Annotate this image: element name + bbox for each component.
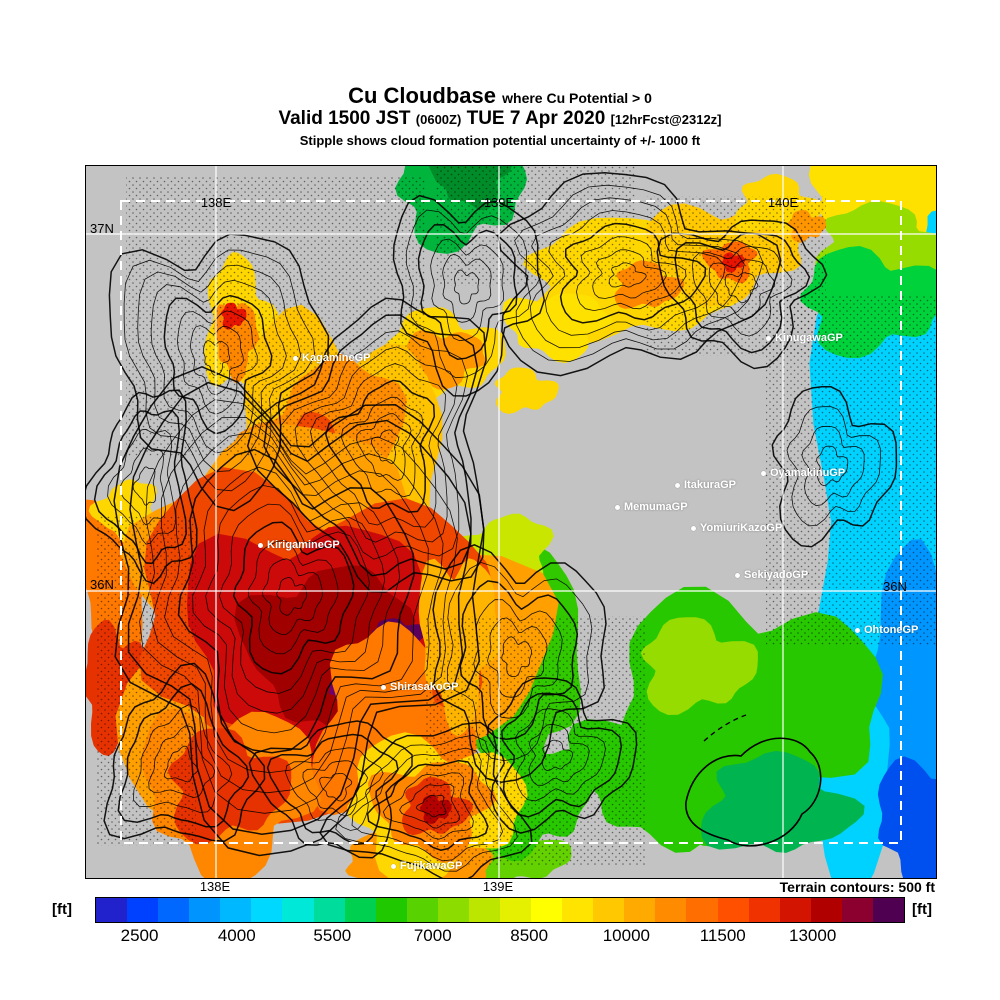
station-marker: FujikawaGP [391, 860, 462, 872]
station-label: KagamineGP [302, 352, 371, 364]
colorbar-tick-label: 11500 [699, 926, 746, 945]
station-dot-icon [766, 335, 771, 341]
grid-label-37n-left: 37N [90, 221, 114, 236]
colorbar-segment [251, 898, 283, 922]
station-label: ShirasakoGP [390, 681, 459, 693]
station-marker: SekiyadoGP [735, 569, 808, 581]
valid-fcst: [12hrFcst@2312z] [610, 112, 722, 128]
station-dot-icon [258, 542, 263, 548]
map-overlays [86, 166, 936, 878]
colorbar-segment [531, 898, 563, 922]
terrain-contours-note: Terrain contours: 500 ft [779, 879, 935, 895]
bottom-axis-row: 138E 139E Terrain contours: 500 ft [85, 879, 935, 897]
colorbar-tick-label: 8500 [510, 926, 549, 945]
colorbar-segment [562, 898, 594, 922]
grid-label-139e-top: 139E [483, 195, 515, 210]
station-label: SekiyadoGP [744, 569, 809, 581]
station-label: FujikawaGP [400, 860, 463, 872]
colorbar-segment [127, 898, 159, 922]
colorbar-segment [220, 898, 252, 922]
colorbar-segment [344, 898, 376, 922]
valid-zulu: (0600Z) [415, 112, 462, 128]
station-dot-icon [675, 482, 680, 488]
colorbar [95, 897, 905, 923]
stipple-note: Stipple shows cloud formation potential … [299, 132, 701, 148]
grid-label-138e-bottom: 138E [199, 879, 231, 894]
station-dot-icon [391, 863, 396, 869]
colorbar-segment [189, 898, 221, 922]
colorbar-segment [779, 898, 811, 922]
station-dot-icon [381, 684, 386, 690]
grid-label-36n-right: 36N [883, 579, 907, 594]
chart-title-qualifier: where Cu Potential > 0 [502, 90, 652, 106]
colorbar-segment [655, 898, 687, 922]
colorbar-tick-label: 7000 [413, 926, 452, 945]
colorbar-segment [406, 898, 438, 922]
station-marker: MemumaGP [615, 501, 688, 513]
station-marker: OyamakinuGP [761, 467, 845, 479]
colorbar-tick-label: 4000 [217, 926, 256, 945]
valid-prefix: Valid 1500 JST [278, 108, 411, 130]
river-dashed-line [703, 714, 747, 742]
station-marker: ItakuraGP [675, 479, 736, 491]
station-label: MemumaGP [624, 501, 688, 513]
station-label: OyamakinuGP [770, 467, 846, 479]
colorbar-ticks: 2500 4000 5500 7000 8500 10000 11500 13000 [95, 926, 905, 946]
grid-label-36n-left: 36N [90, 577, 114, 592]
colorbar-tick-label: 10000 [602, 926, 650, 945]
lake-outline [685, 737, 822, 847]
station-dot-icon [761, 470, 766, 476]
station-label: KinugawaGP [775, 332, 843, 344]
colorbar-tick-label: 13000 [789, 926, 837, 945]
station-dot-icon [615, 504, 620, 510]
inner-domain-dashed-border [120, 200, 902, 844]
colorbar-segment [810, 898, 842, 922]
colorbar-segment [437, 898, 469, 922]
colorbar-segment [282, 898, 314, 922]
colorbar-segment [686, 898, 718, 922]
colorbar-unit-right: [ft] [912, 901, 932, 918]
station-dot-icon [691, 525, 696, 531]
map-canvas [86, 166, 936, 878]
colorbar-segment [717, 898, 749, 922]
grid-label-140e-top: 140E [767, 195, 799, 210]
station-dot-icon [735, 572, 740, 578]
cloudbase-map: 138E 139E 140E 37N 36N 36N KagamineGP Kir… [85, 165, 937, 879]
colorbar-segment [841, 898, 873, 922]
colorbar-segment [158, 898, 190, 922]
colorbar-unit-left: [ft] [52, 901, 72, 918]
valid-time-line: Valid 1500 JST (0600Z) TUE 7 Apr 2020 [1… [0, 108, 1000, 130]
title-block: Cu Cloudbase where Cu Potential > 0 Vali… [0, 84, 1000, 148]
station-marker: KagamineGP [293, 352, 370, 364]
station-marker: KinugawaGP [766, 332, 843, 344]
grid-label-139e-bottom: 139E [482, 879, 514, 894]
colorbar-segment [624, 898, 656, 922]
station-marker: YomiuriKazoGP [691, 522, 782, 534]
colorbar-segment [500, 898, 532, 922]
colorbar-segment [872, 898, 905, 922]
valid-date: TUE 7 Apr 2020 [466, 108, 606, 130]
colorbar-segment [593, 898, 625, 922]
colorbar-tick-label: 5500 [313, 926, 352, 945]
station-dot-icon [293, 355, 298, 361]
station-marker: ShirasakoGP [381, 681, 458, 693]
terrain-contours [86, 172, 898, 878]
station-marker: OhtoneGP [855, 624, 918, 636]
station-label: YomiuriKazoGP [700, 522, 783, 534]
chart-title: Cu Cloudbase where Cu Potential > 0 [0, 84, 1000, 107]
colorbar-tick-label: 2500 [120, 926, 159, 945]
grid-label-138e-top: 138E [200, 195, 232, 210]
colorbar-segment [313, 898, 345, 922]
station-marker: KirigamineGP [258, 539, 340, 551]
colorbar-segment [468, 898, 501, 922]
station-label: KirigamineGP [267, 539, 340, 551]
colorbar-segment [375, 898, 407, 922]
station-label: OhtoneGP [864, 624, 919, 636]
colorbar-segment [748, 898, 780, 922]
colorbar-segment [96, 898, 128, 922]
station-dot-icon [855, 627, 860, 633]
chart-title-main: Cu Cloudbase [348, 83, 496, 108]
station-label: ItakuraGP [684, 479, 736, 491]
